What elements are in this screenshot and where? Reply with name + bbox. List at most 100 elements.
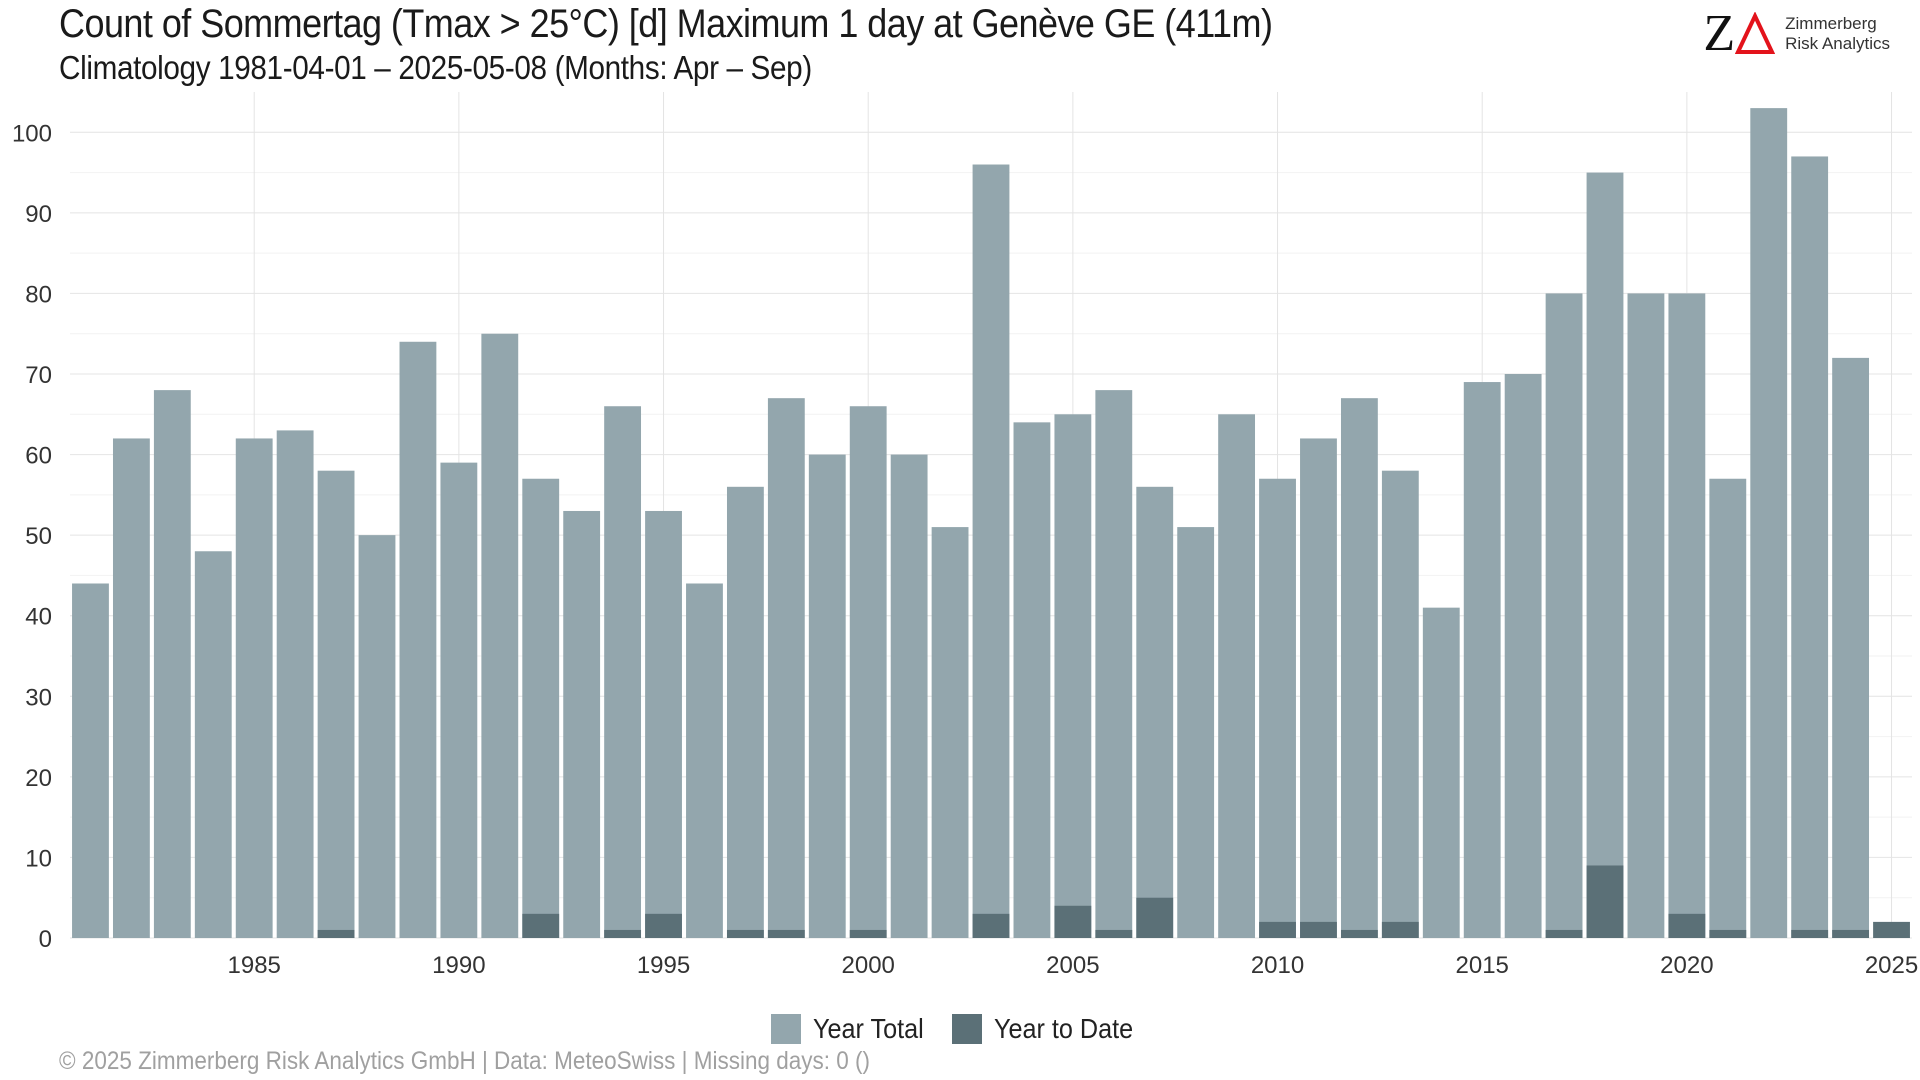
y-tick-label: 70 bbox=[25, 362, 52, 389]
chart-subtitle: Climatology 1981-04-01 – 2025-05-08 (Mon… bbox=[59, 49, 812, 86]
bar-year-total bbox=[358, 535, 396, 938]
x-tick-label: 2010 bbox=[1251, 952, 1304, 979]
legend-label-year-total: Year Total bbox=[813, 1013, 924, 1044]
bar-year-total bbox=[1545, 293, 1583, 938]
x-tick-label: 1990 bbox=[432, 952, 485, 979]
bar-year-total bbox=[563, 510, 601, 938]
y-tick-label: 60 bbox=[25, 443, 52, 470]
bar-year-to-date bbox=[604, 929, 642, 938]
bar-year-total bbox=[849, 406, 887, 938]
x-tick-label: 1995 bbox=[637, 952, 690, 979]
footer-copyright: © 2025 Zimmerberg Risk Analytics GmbH | … bbox=[59, 1047, 871, 1075]
bar-year-to-date bbox=[972, 913, 1010, 938]
bar-year-to-date bbox=[1709, 929, 1747, 938]
company-logo: Z Zimmerberg Risk Analytics bbox=[1703, 5, 1890, 62]
bar-year-to-date bbox=[1054, 905, 1092, 938]
x-tick-label: 2005 bbox=[1046, 952, 1099, 979]
bar-year-total bbox=[112, 438, 150, 938]
bar-year-to-date bbox=[767, 929, 805, 938]
bar-year-total bbox=[317, 470, 355, 938]
bar-year-total bbox=[1300, 438, 1337, 938]
bar-chart: 1985 1990 1995 2000 2005 2010 2015 2020 2025 010… bbox=[12, 92, 1919, 979]
bar-year-to-date bbox=[726, 929, 764, 938]
delta-icon bbox=[1735, 12, 1776, 54]
bar-year-to-date bbox=[1340, 929, 1378, 938]
bar-year-to-date bbox=[1381, 921, 1419, 938]
x-tick-label: 2020 bbox=[1660, 952, 1713, 979]
bar-year-total bbox=[931, 527, 969, 938]
bar-year-to-date bbox=[1136, 897, 1174, 938]
bar-year-total bbox=[1095, 390, 1133, 939]
bar-year-total bbox=[1627, 293, 1665, 938]
bar-year-total bbox=[808, 454, 846, 938]
legend-item-year-total: Year Total bbox=[771, 1013, 936, 1045]
bar-year-total bbox=[1136, 486, 1174, 938]
bar-year-to-date bbox=[1668, 913, 1706, 938]
logo-name-line2: Risk Analytics bbox=[1785, 34, 1890, 53]
chart-title: Count of Sommertag (Tmax > 25°C) [d] Max… bbox=[59, 2, 1273, 46]
y-tick-label: 80 bbox=[25, 281, 52, 308]
y-axis-ticks: 0 10 20 30 40 50 60 70 80 90 100 bbox=[12, 120, 52, 953]
legend-item-year-to-date: Year to Date bbox=[952, 1013, 1149, 1045]
bar-year-to-date bbox=[1586, 865, 1624, 938]
bar-year-total bbox=[726, 486, 764, 938]
x-tick-label: 2025 bbox=[1865, 952, 1918, 979]
bar-year-total bbox=[1668, 293, 1706, 938]
logo-name-line1: Zimmerberg bbox=[1785, 14, 1877, 33]
x-tick-label: 1985 bbox=[228, 952, 281, 979]
bar-year-total bbox=[1218, 414, 1256, 938]
y-tick-label: 50 bbox=[25, 523, 52, 550]
bar-year-to-date bbox=[1095, 929, 1133, 938]
legend-swatch-year-total bbox=[771, 1014, 802, 1044]
bars bbox=[72, 108, 1910, 939]
bar-year-total bbox=[972, 164, 1010, 938]
y-tick-label: 40 bbox=[25, 604, 52, 631]
bar-year-to-date bbox=[849, 929, 887, 938]
bar-year-total bbox=[194, 551, 232, 938]
bar-year-total bbox=[1586, 172, 1624, 939]
bar-year-total bbox=[1791, 156, 1829, 938]
bar-year-total bbox=[645, 510, 682, 938]
logo-text: Zimmerberg Risk Analytics bbox=[1785, 14, 1890, 54]
bar-year-total bbox=[1832, 357, 1870, 938]
x-axis-ticks: 1985 1990 1995 2000 2005 2010 2015 2020 2025 bbox=[228, 952, 1919, 979]
legend-label-year-to-date: Year to Date bbox=[994, 1013, 1134, 1044]
bar-year-total bbox=[1013, 422, 1051, 938]
bar-year-total bbox=[1259, 478, 1296, 938]
bar-year-to-date bbox=[1300, 921, 1337, 938]
y-tick-label: 20 bbox=[25, 765, 52, 792]
x-tick-label: 2015 bbox=[1456, 952, 1509, 979]
bar-year-to-date bbox=[1545, 929, 1583, 938]
y-tick-label: 10 bbox=[25, 845, 52, 872]
y-tick-label: 100 bbox=[12, 120, 52, 147]
bar-year-total bbox=[440, 462, 478, 938]
bar-year-total bbox=[276, 430, 314, 938]
bar-year-to-date bbox=[317, 929, 355, 938]
y-tick-label: 90 bbox=[25, 201, 52, 228]
bar-year-total bbox=[1463, 382, 1501, 938]
bar-year-total bbox=[1340, 398, 1378, 939]
bar-year-total bbox=[522, 478, 560, 938]
bar-year-total bbox=[399, 341, 437, 938]
bar-year-total bbox=[1504, 374, 1542, 938]
bar-year-total bbox=[235, 438, 273, 938]
bar-year-to-date bbox=[1791, 929, 1829, 938]
bar-year-total bbox=[1381, 470, 1419, 938]
logo-mark: Z bbox=[1703, 5, 1776, 62]
logo-letter: Z bbox=[1703, 5, 1736, 62]
legend-swatch-year-to-date bbox=[952, 1014, 983, 1044]
bar-year-total bbox=[72, 583, 109, 938]
bar-year-total bbox=[890, 454, 928, 938]
bar-year-total bbox=[1750, 108, 1788, 939]
bar-year-to-date bbox=[1832, 929, 1870, 938]
bar-year-total bbox=[686, 583, 723, 938]
bar-year-total bbox=[1177, 527, 1215, 938]
bar-year-total bbox=[1709, 478, 1747, 938]
bar-year-total bbox=[1422, 607, 1460, 938]
y-tick-label: 30 bbox=[25, 684, 52, 711]
y-tick-label: 0 bbox=[39, 926, 52, 953]
bar-year-total bbox=[1054, 414, 1092, 938]
x-tick-label: 2000 bbox=[842, 952, 895, 979]
bar-year-total bbox=[481, 333, 519, 938]
bar-year-total bbox=[767, 398, 805, 939]
